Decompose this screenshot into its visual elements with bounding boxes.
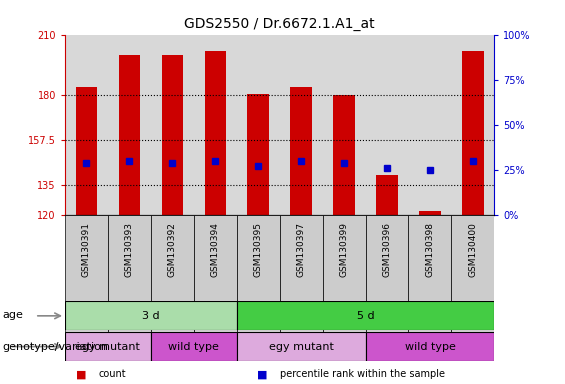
Text: egy mutant: egy mutant <box>269 341 333 352</box>
Bar <box>162 55 183 215</box>
Bar <box>237 35 280 215</box>
Bar <box>194 35 237 215</box>
Bar <box>451 215 494 349</box>
Text: percentile rank within the sample: percentile rank within the sample <box>280 369 445 379</box>
Bar <box>451 35 494 215</box>
Bar <box>65 215 108 349</box>
Text: age: age <box>3 310 24 320</box>
Bar <box>451 35 494 215</box>
Bar <box>65 301 237 330</box>
Bar <box>65 35 108 215</box>
Bar <box>376 175 398 215</box>
Bar <box>119 55 140 215</box>
Bar <box>408 215 451 349</box>
Text: GSM130391: GSM130391 <box>82 222 91 277</box>
Bar <box>108 35 151 215</box>
Bar <box>76 87 97 215</box>
Text: GSM130398: GSM130398 <box>425 222 434 277</box>
Bar <box>151 35 194 215</box>
Text: wild type: wild type <box>168 341 219 352</box>
Text: 3 d: 3 d <box>142 311 160 321</box>
Bar <box>205 51 226 215</box>
Bar <box>237 332 366 361</box>
Bar <box>65 35 108 215</box>
Bar <box>151 332 237 361</box>
Bar <box>280 35 323 215</box>
Bar <box>194 35 237 215</box>
Text: count: count <box>99 369 127 379</box>
Bar <box>151 215 194 349</box>
Bar <box>108 215 151 349</box>
Bar <box>280 215 323 349</box>
Text: GSM130394: GSM130394 <box>211 222 220 276</box>
Bar <box>323 215 366 349</box>
Bar <box>333 95 355 215</box>
Bar <box>280 35 323 215</box>
Bar <box>323 35 366 215</box>
Bar <box>323 35 366 215</box>
Bar <box>237 215 280 349</box>
Bar <box>462 51 484 215</box>
Text: wild type: wild type <box>405 341 455 352</box>
Bar <box>237 301 494 330</box>
Bar <box>366 35 408 215</box>
Text: ■: ■ <box>257 369 268 379</box>
Bar <box>408 35 451 215</box>
Bar <box>108 35 151 215</box>
Bar <box>194 215 237 349</box>
Title: GDS2550 / Dr.6672.1.A1_at: GDS2550 / Dr.6672.1.A1_at <box>184 17 375 31</box>
Bar <box>237 35 280 215</box>
Text: GSM130400: GSM130400 <box>468 222 477 276</box>
Text: GSM130396: GSM130396 <box>383 222 392 277</box>
Bar <box>151 35 194 215</box>
Text: ■: ■ <box>76 369 87 379</box>
Bar <box>366 332 494 361</box>
Bar <box>65 332 151 361</box>
Bar <box>408 35 451 215</box>
Text: genotype/variation: genotype/variation <box>3 341 109 352</box>
Text: GSM130395: GSM130395 <box>254 222 263 277</box>
Bar <box>366 35 408 215</box>
Bar <box>366 215 408 349</box>
Text: GSM130397: GSM130397 <box>297 222 306 277</box>
Text: GSM130393: GSM130393 <box>125 222 134 277</box>
Text: egy mutant: egy mutant <box>76 341 140 352</box>
Text: GSM130392: GSM130392 <box>168 222 177 276</box>
Bar <box>290 87 312 215</box>
Text: GSM130399: GSM130399 <box>340 222 349 277</box>
Bar <box>419 211 441 215</box>
Bar <box>247 94 269 215</box>
Text: 5 d: 5 d <box>357 311 375 321</box>
